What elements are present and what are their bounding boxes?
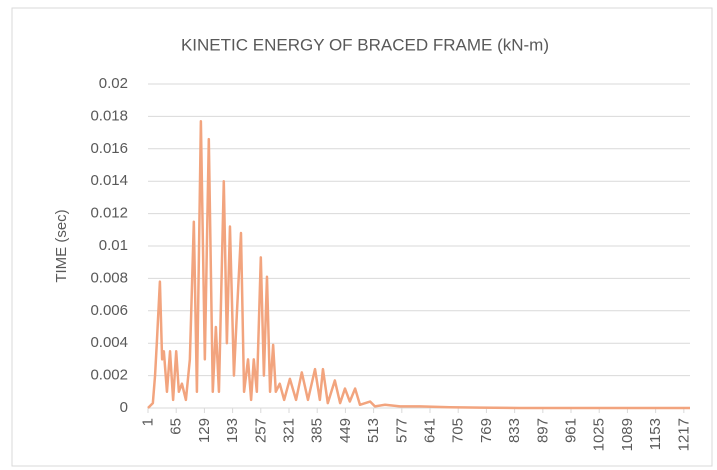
x-tick-label: 513 (365, 418, 382, 443)
y-tick-label: 0.01 (99, 237, 128, 254)
x-tick-label: 1089 (619, 418, 636, 451)
y-axis-label: TIME (sec) (53, 209, 70, 282)
y-tick-label: 0.002 (90, 367, 128, 384)
x-tick-label: 961 (563, 418, 580, 443)
x-tick-label: 897 (534, 418, 551, 443)
x-tick-label: 257 (252, 418, 269, 443)
chart-title: KINETIC ENERGY OF BRACED FRAME (kN-m) (181, 35, 549, 54)
x-tick-label: 641 (422, 418, 439, 443)
y-tick-label: 0.016 (90, 140, 128, 157)
x-tick-label: 65 (168, 418, 185, 435)
x-tick-label: 1217 (675, 418, 692, 451)
x-tick-label: 321 (281, 418, 298, 443)
x-tick-label: 129 (196, 418, 213, 443)
y-tick-label: 0.012 (90, 205, 128, 222)
y-tick-label: 0.004 (90, 334, 128, 351)
x-tick-label: 705 (450, 418, 467, 443)
x-tick-label: 1153 (647, 418, 664, 450)
x-tick-label: 1025 (591, 418, 608, 451)
y-tick-label: 0.006 (90, 302, 128, 319)
y-tick-label: 0.02 (99, 75, 128, 92)
x-tick-label: 385 (309, 418, 326, 443)
y-tick-label: 0.018 (90, 107, 128, 124)
data-line (147, 120, 690, 410)
x-tick-label: 193 (224, 418, 241, 443)
y-tick-label: 0 (120, 399, 128, 416)
x-tick-label: 449 (337, 418, 354, 443)
x-tick-label: 833 (506, 418, 523, 443)
y-tick-label: 0.014 (90, 172, 128, 189)
x-tick-label: 769 (478, 418, 495, 443)
x-tick-label: 577 (393, 418, 410, 443)
y-tick-label: 0.008 (90, 269, 128, 286)
x-tick-label: 1 (140, 418, 157, 426)
